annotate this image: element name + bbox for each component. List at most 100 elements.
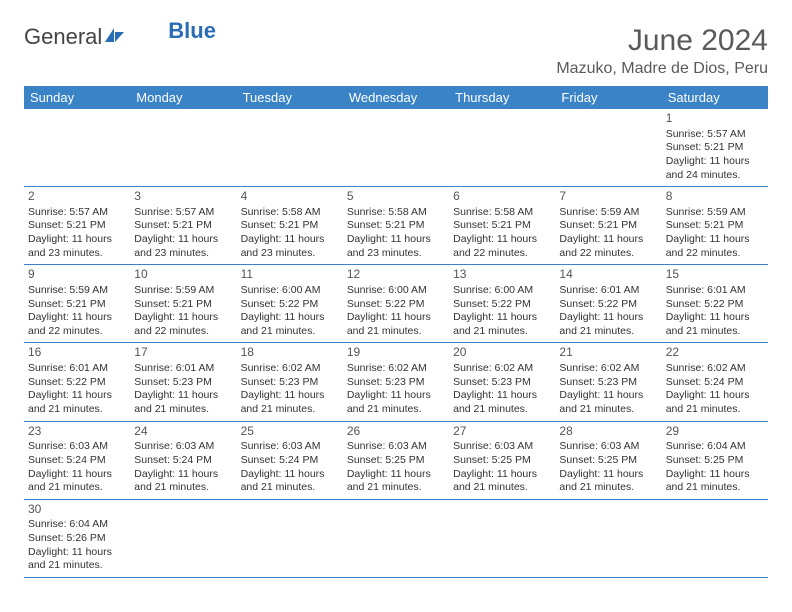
calendar-day-cell: 15Sunrise: 6:01 AMSunset: 5:22 PMDayligh… [662,265,768,343]
calendar-day-cell: 1Sunrise: 5:57 AMSunset: 5:21 PMDaylight… [662,109,768,187]
day-number: 22 [666,345,764,361]
sunset-line: Sunset: 5:21 PM [453,219,551,233]
calendar-week-row: 16Sunrise: 6:01 AMSunset: 5:22 PMDayligh… [24,343,768,421]
calendar-header-row: SundayMondayTuesdayWednesdayThursdayFrid… [24,86,768,109]
sunset-line: Sunset: 5:24 PM [28,454,126,468]
calendar-day-cell [662,499,768,577]
daylight-line: Daylight: 11 hours and 21 minutes. [28,468,126,495]
sunset-line: Sunset: 5:23 PM [134,376,232,390]
day-number: 21 [559,345,657,361]
sunrise-line: Sunrise: 6:00 AM [453,284,551,298]
calendar-day-cell [555,109,661,187]
daylight-line: Daylight: 11 hours and 22 minutes. [28,311,126,338]
day-number: 1 [666,111,764,127]
day-number: 18 [241,345,339,361]
sunset-line: Sunset: 5:24 PM [241,454,339,468]
sunrise-line: Sunrise: 5:59 AM [559,206,657,220]
location: Mazuko, Madre de Dios, Peru [556,60,768,78]
calendar-day-cell [130,499,236,577]
day-number: 3 [134,189,232,205]
sunrise-line: Sunrise: 6:03 AM [28,440,126,454]
day-number: 5 [347,189,445,205]
calendar-week-row: 9Sunrise: 5:59 AMSunset: 5:21 PMDaylight… [24,265,768,343]
daylight-line: Daylight: 11 hours and 23 minutes. [134,233,232,260]
calendar-day-cell [130,109,236,187]
daylight-line: Daylight: 11 hours and 23 minutes. [28,233,126,260]
daylight-line: Daylight: 11 hours and 21 minutes. [28,389,126,416]
sunset-line: Sunset: 5:21 PM [241,219,339,233]
day-number: 28 [559,424,657,440]
sunset-line: Sunset: 5:22 PM [453,298,551,312]
day-number: 2 [28,189,126,205]
sunset-line: Sunset: 5:21 PM [666,141,764,155]
sunrise-line: Sunrise: 6:03 AM [453,440,551,454]
calendar-day-cell: 16Sunrise: 6:01 AMSunset: 5:22 PMDayligh… [24,343,130,421]
day-number: 30 [28,502,126,518]
day-number: 12 [347,267,445,283]
daylight-line: Daylight: 11 hours and 21 minutes. [453,311,551,338]
logo: General Blue [24,24,216,50]
sunrise-line: Sunrise: 6:01 AM [28,362,126,376]
sunrise-line: Sunrise: 6:04 AM [666,440,764,454]
day-number: 23 [28,424,126,440]
sunset-line: Sunset: 5:23 PM [453,376,551,390]
weekday-header: Thursday [449,86,555,109]
daylight-line: Daylight: 11 hours and 21 minutes. [241,389,339,416]
sail-icon [104,24,126,50]
calendar-day-cell: 30Sunrise: 6:04 AMSunset: 5:26 PMDayligh… [24,499,130,577]
sunrise-line: Sunrise: 5:57 AM [666,128,764,142]
sunset-line: Sunset: 5:22 PM [241,298,339,312]
calendar-day-cell: 26Sunrise: 6:03 AMSunset: 5:25 PMDayligh… [343,421,449,499]
weekday-header: Wednesday [343,86,449,109]
sunset-line: Sunset: 5:21 PM [347,219,445,233]
daylight-line: Daylight: 11 hours and 22 minutes. [559,233,657,260]
calendar-day-cell: 13Sunrise: 6:00 AMSunset: 5:22 PMDayligh… [449,265,555,343]
daylight-line: Daylight: 11 hours and 21 minutes. [666,311,764,338]
calendar-week-row: 1Sunrise: 5:57 AMSunset: 5:21 PMDaylight… [24,109,768,187]
sunrise-line: Sunrise: 6:02 AM [241,362,339,376]
calendar-day-cell: 27Sunrise: 6:03 AMSunset: 5:25 PMDayligh… [449,421,555,499]
weekday-header: Monday [130,86,236,109]
day-number: 25 [241,424,339,440]
day-number: 4 [241,189,339,205]
calendar-day-cell: 28Sunrise: 6:03 AMSunset: 5:25 PMDayligh… [555,421,661,499]
logo-text-blue: Blue [168,18,216,44]
sunrise-line: Sunrise: 6:02 AM [347,362,445,376]
daylight-line: Daylight: 11 hours and 21 minutes. [453,468,551,495]
title-block: June 2024 Mazuko, Madre de Dios, Peru [556,24,768,78]
sunrise-line: Sunrise: 5:58 AM [453,206,551,220]
sunrise-line: Sunrise: 6:02 AM [559,362,657,376]
calendar-day-cell [237,499,343,577]
sunrise-line: Sunrise: 6:03 AM [559,440,657,454]
calendar-day-cell: 20Sunrise: 6:02 AMSunset: 5:23 PMDayligh… [449,343,555,421]
sunset-line: Sunset: 5:23 PM [347,376,445,390]
day-number: 17 [134,345,232,361]
daylight-line: Daylight: 11 hours and 21 minutes. [28,546,126,573]
daylight-line: Daylight: 11 hours and 21 minutes. [134,468,232,495]
sunrise-line: Sunrise: 6:04 AM [28,518,126,532]
daylight-line: Daylight: 11 hours and 22 minutes. [453,233,551,260]
day-number: 26 [347,424,445,440]
daylight-line: Daylight: 11 hours and 21 minutes. [666,389,764,416]
sunset-line: Sunset: 5:22 PM [559,298,657,312]
calendar-day-cell [24,109,130,187]
sunset-line: Sunset: 5:25 PM [347,454,445,468]
daylight-line: Daylight: 11 hours and 21 minutes. [347,389,445,416]
calendar-day-cell: 22Sunrise: 6:02 AMSunset: 5:24 PMDayligh… [662,343,768,421]
day-number: 14 [559,267,657,283]
sunrise-line: Sunrise: 5:57 AM [134,206,232,220]
daylight-line: Daylight: 11 hours and 21 minutes. [559,389,657,416]
sunrise-line: Sunrise: 5:59 AM [28,284,126,298]
calendar-day-cell: 3Sunrise: 5:57 AMSunset: 5:21 PMDaylight… [130,187,236,265]
sunrise-line: Sunrise: 6:03 AM [347,440,445,454]
sunrise-line: Sunrise: 6:03 AM [134,440,232,454]
sunrise-line: Sunrise: 6:01 AM [666,284,764,298]
sunset-line: Sunset: 5:21 PM [559,219,657,233]
day-number: 24 [134,424,232,440]
weekday-header: Friday [555,86,661,109]
day-number: 20 [453,345,551,361]
sunset-line: Sunset: 5:24 PM [666,376,764,390]
daylight-line: Daylight: 11 hours and 21 minutes. [559,468,657,495]
day-number: 27 [453,424,551,440]
calendar-week-row: 30Sunrise: 6:04 AMSunset: 5:26 PMDayligh… [24,499,768,577]
